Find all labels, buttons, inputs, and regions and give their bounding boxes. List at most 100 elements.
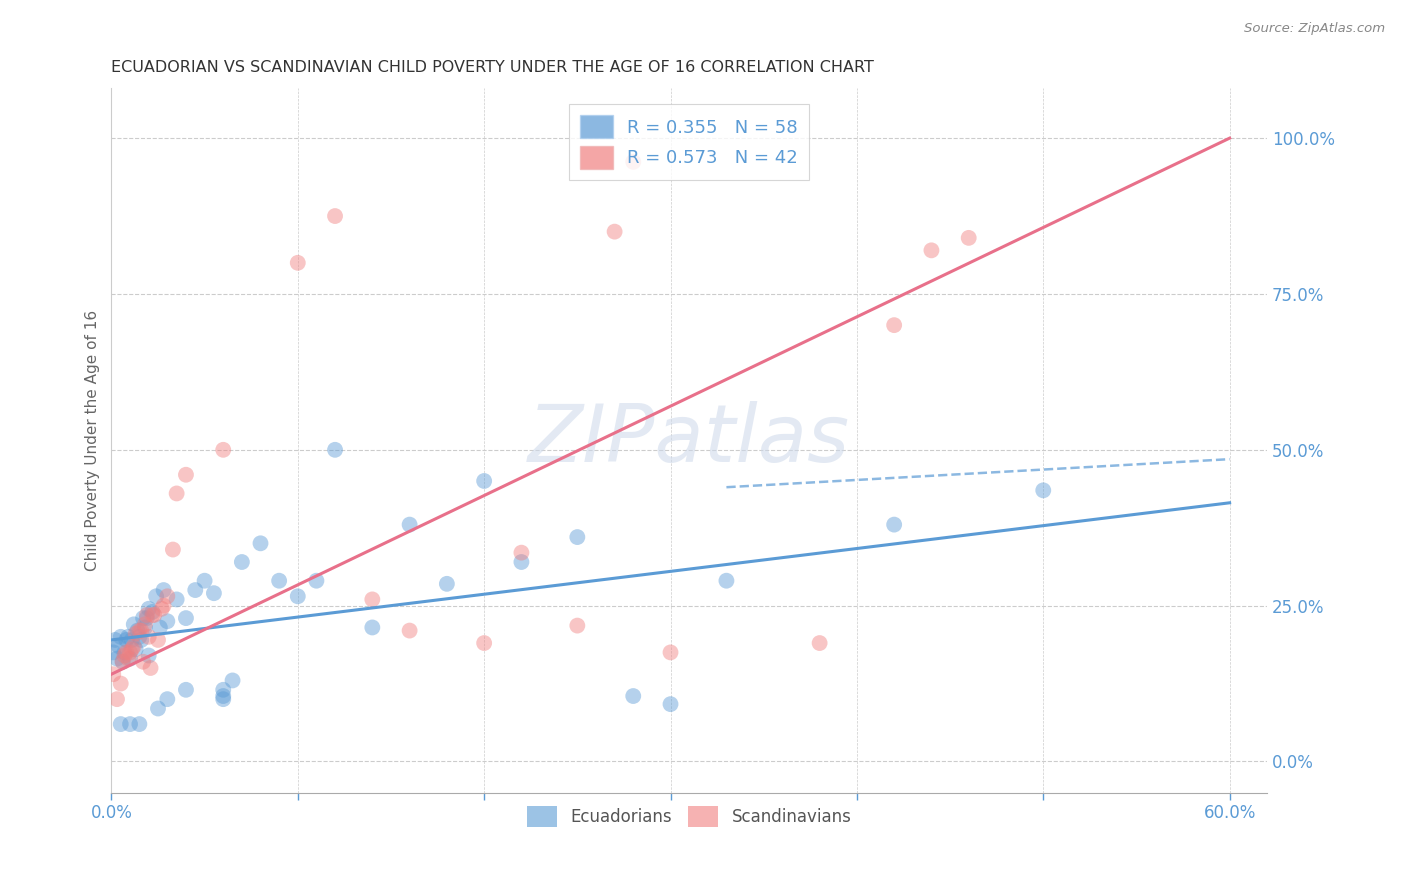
Point	[111, 655, 134, 669]
Point	[118, 645, 141, 659]
Point	[567, 618, 589, 632]
Point	[231, 555, 253, 569]
Point	[174, 682, 197, 697]
Point	[184, 583, 207, 598]
Point	[305, 574, 328, 588]
Point	[716, 574, 738, 588]
Point	[162, 542, 184, 557]
Point	[121, 642, 143, 657]
Point	[129, 632, 152, 647]
Point	[436, 577, 458, 591]
Point	[104, 632, 127, 647]
Point	[269, 574, 291, 588]
Point	[156, 692, 179, 706]
Point	[121, 632, 143, 647]
Point	[150, 601, 173, 615]
Point	[128, 624, 150, 638]
Point	[398, 624, 420, 638]
Point	[808, 636, 831, 650]
Point	[114, 648, 136, 663]
Point	[603, 225, 626, 239]
Point	[659, 697, 682, 711]
Point	[510, 546, 533, 560]
Point	[146, 701, 169, 715]
Point	[138, 648, 160, 663]
Point	[118, 651, 141, 665]
Point	[135, 607, 157, 622]
Point	[115, 645, 138, 659]
Point	[103, 645, 125, 659]
Point	[156, 614, 179, 628]
Legend: Ecuadorians, Scandinavians: Ecuadorians, Scandinavians	[520, 799, 858, 834]
Point	[194, 574, 217, 588]
Point	[134, 620, 156, 634]
Point	[134, 617, 156, 632]
Point	[146, 632, 169, 647]
Point	[212, 442, 235, 457]
Point	[124, 642, 146, 657]
Point	[138, 601, 160, 615]
Point	[141, 605, 163, 619]
Point	[128, 630, 150, 644]
Point	[212, 689, 235, 703]
Point	[105, 651, 128, 665]
Point	[287, 256, 309, 270]
Point	[957, 231, 980, 245]
Point	[166, 486, 188, 500]
Point	[141, 607, 163, 622]
Point	[128, 717, 150, 731]
Point	[110, 630, 132, 644]
Point	[110, 717, 132, 731]
Point	[621, 689, 644, 703]
Point	[152, 583, 174, 598]
Point	[115, 632, 138, 647]
Point	[166, 592, 188, 607]
Point	[249, 536, 271, 550]
Point	[156, 589, 179, 603]
Point	[139, 661, 162, 675]
Point	[122, 639, 145, 653]
Point	[111, 655, 134, 669]
Point	[124, 626, 146, 640]
Point	[122, 617, 145, 632]
Point	[621, 154, 644, 169]
Point	[1032, 483, 1054, 498]
Point	[212, 692, 235, 706]
Point	[883, 318, 905, 333]
Point	[127, 624, 149, 638]
Point	[212, 682, 235, 697]
Point	[105, 692, 128, 706]
Point	[174, 611, 197, 625]
Point	[143, 607, 166, 622]
Point	[149, 620, 172, 634]
Point	[129, 624, 152, 638]
Point	[883, 517, 905, 532]
Point	[132, 611, 155, 625]
Point	[110, 676, 132, 690]
Point	[132, 655, 155, 669]
Point	[145, 589, 167, 603]
Point	[174, 467, 197, 482]
Point	[472, 474, 495, 488]
Point	[117, 651, 139, 665]
Point	[567, 530, 589, 544]
Point	[108, 639, 131, 653]
Text: ZIPatlas: ZIPatlas	[529, 401, 851, 480]
Point	[361, 620, 384, 634]
Point	[118, 717, 141, 731]
Point	[472, 636, 495, 650]
Point	[103, 667, 125, 681]
Point	[117, 630, 139, 644]
Point	[361, 592, 384, 607]
Point	[920, 244, 942, 258]
Text: Source: ZipAtlas.com: Source: ZipAtlas.com	[1244, 22, 1385, 36]
Text: ECUADORIAN VS SCANDINAVIAN CHILD POVERTY UNDER THE AGE OF 16 CORRELATION CHART: ECUADORIAN VS SCANDINAVIAN CHILD POVERTY…	[111, 60, 875, 75]
Point	[287, 589, 309, 603]
Point	[510, 555, 533, 569]
Point	[323, 442, 346, 457]
Point	[398, 517, 420, 532]
Point	[114, 645, 136, 659]
Point	[135, 611, 157, 625]
Point	[221, 673, 243, 688]
Point	[323, 209, 346, 223]
